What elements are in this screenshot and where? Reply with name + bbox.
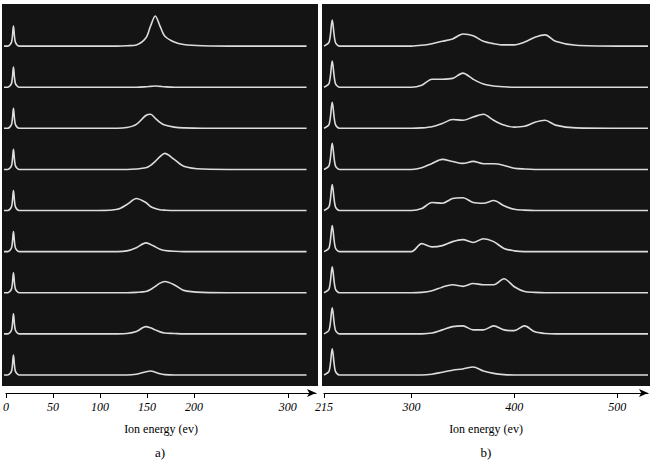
svg-text:b): b) <box>481 445 492 460</box>
svg-text:a): a) <box>155 445 165 460</box>
svg-text:200: 200 <box>185 400 203 414</box>
svg-text:300: 300 <box>278 400 297 414</box>
svg-text:300: 300 <box>401 400 420 414</box>
svg-text:215: 215 <box>315 400 333 414</box>
svg-text:400: 400 <box>505 400 523 414</box>
svg-text:500: 500 <box>608 400 626 414</box>
svg-text:50: 50 <box>47 400 59 414</box>
svg-text:150: 150 <box>138 400 156 414</box>
svg-text:Ion energy (ev): Ion energy (ev) <box>449 422 523 436</box>
svg-text:0: 0 <box>3 400 9 414</box>
svg-text:Ion energy (ev): Ion energy (ev) <box>124 422 198 436</box>
svg-text:100: 100 <box>91 400 109 414</box>
